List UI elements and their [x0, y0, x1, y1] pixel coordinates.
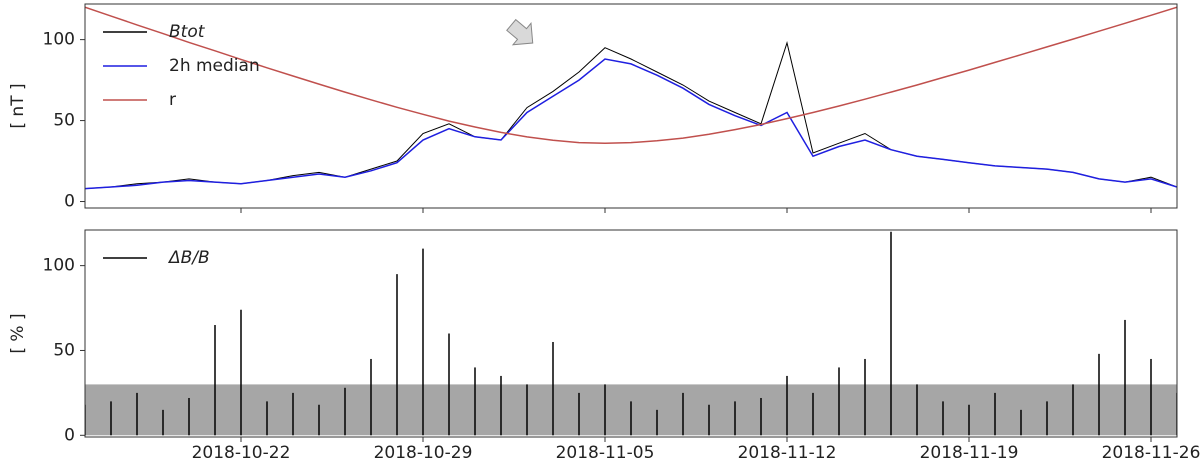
y-tick-label: 100: [43, 256, 75, 276]
plot-area: [85, 6, 1177, 190]
y-tick-label: 0: [64, 425, 75, 445]
x-tick-label: 2018-11-26: [1102, 443, 1200, 463]
plot-frame: [84, 3, 1178, 209]
series-line: [85, 58, 1177, 190]
series-line: [85, 6, 1177, 144]
y-tick-label: 50: [53, 340, 75, 360]
legend-label: 2h median: [169, 56, 260, 76]
x-tick-label: 2018-11-05: [556, 443, 655, 463]
legend-label: r: [169, 90, 176, 110]
y-tick-label: 50: [53, 111, 75, 131]
plot-frame: [84, 229, 1178, 438]
x-tick-label: 2018-11-12: [738, 443, 837, 463]
x-tick-label: 2018-10-22: [192, 443, 291, 463]
y-axis-label: [ nT ]: [8, 83, 28, 128]
y-tick-label: 100: [43, 30, 75, 50]
x-tick-label: 2018-11-19: [920, 443, 1019, 463]
arrow-annotation: [506, 18, 534, 46]
x-tick-label: 2018-10-29: [374, 443, 473, 463]
plot-area: [85, 231, 1177, 436]
y-axis-label: [ % ]: [8, 313, 28, 353]
y-tick-label: 0: [64, 192, 75, 212]
legend-label: ΔB/B: [167, 248, 210, 268]
legend-label: Btot: [169, 22, 206, 42]
